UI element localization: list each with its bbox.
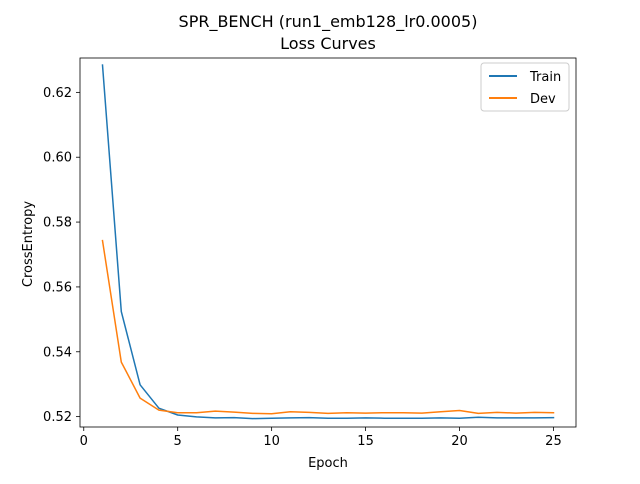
x-tick-label: 0 — [80, 434, 88, 449]
legend-label-dev: Dev — [530, 92, 556, 107]
axes-frame — [79, 57, 577, 428]
y-tick-label: 0.58 — [43, 216, 72, 231]
y-tick-label: 0.60 — [43, 151, 72, 166]
series-line-train — [101, 64, 555, 420]
chart-subtitle: Loss Curves — [280, 34, 376, 53]
x-axis-label: Epoch — [308, 456, 348, 471]
legend: Train Dev — [480, 62, 570, 112]
legend-label-train: Train — [529, 70, 561, 85]
y-tick-label: 0.54 — [43, 345, 72, 360]
x-tick-label: 5 — [174, 434, 182, 449]
x-tick-label: 10 — [263, 434, 280, 449]
series-line-dev — [101, 239, 555, 415]
chart-title: SPR_BENCH (run1_emb128_lr0.0005) — [179, 12, 478, 32]
x-tick-label: 25 — [545, 434, 562, 449]
y-tick-label: 0.62 — [43, 86, 72, 101]
y-tick-label: 0.56 — [43, 280, 72, 295]
y-axis-label: CrossEntropy — [21, 201, 36, 287]
plot-area: 0 5 10 15 20 25 0.52 0.54 0.56 0.58 0.60 0.62 — [43, 57, 577, 449]
x-tick-label: 15 — [357, 434, 374, 449]
y-tick-label: 0.52 — [43, 410, 72, 425]
x-tick-label: 20 — [451, 434, 468, 449]
